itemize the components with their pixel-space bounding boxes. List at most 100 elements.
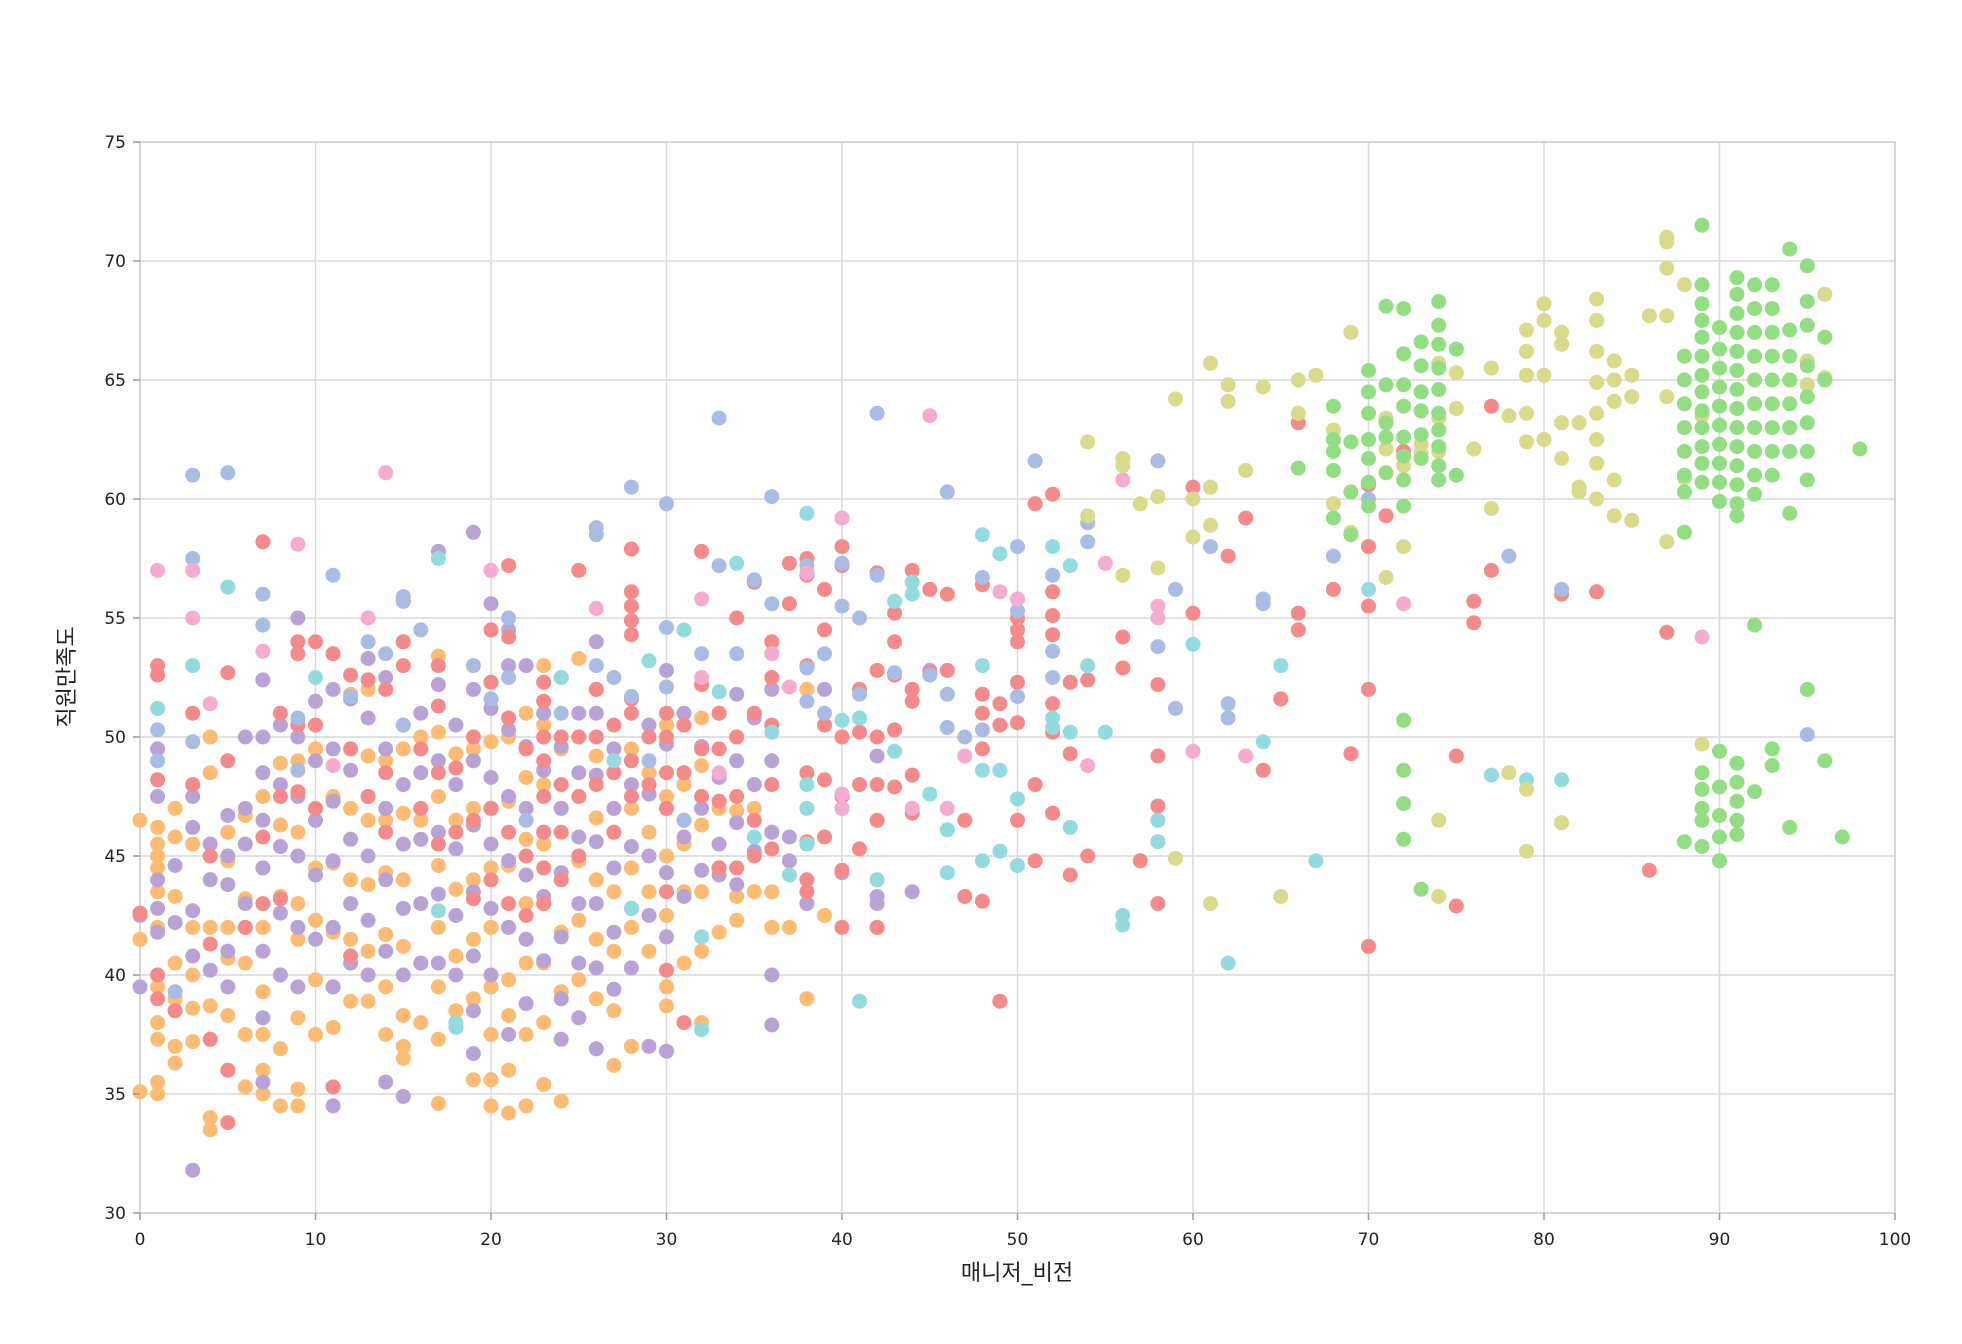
data-point: [1431, 317, 1447, 333]
data-point: [150, 979, 166, 995]
data-point: [834, 539, 850, 555]
data-point: [1343, 484, 1359, 500]
data-point: [659, 998, 674, 1014]
data-point: [378, 681, 394, 697]
data-point: [1010, 791, 1025, 807]
data-point: [1448, 365, 1464, 381]
data-point: [430, 979, 446, 995]
data-point: [413, 812, 429, 828]
data-point: [536, 717, 552, 733]
data-point: [1062, 674, 1078, 690]
data-point: [395, 872, 411, 888]
data-point: [501, 1062, 517, 1078]
data-point: [325, 853, 341, 869]
data-point: [764, 824, 780, 840]
data-point: [1676, 420, 1692, 436]
data-point: [220, 808, 236, 823]
data-point: [360, 848, 376, 864]
data-point: [1080, 534, 1096, 550]
data-point: [202, 729, 218, 745]
data-point: [676, 777, 692, 793]
data-point: [272, 1041, 288, 1057]
data-point: [448, 717, 464, 733]
data-point: [185, 948, 201, 964]
data-point: [553, 800, 569, 816]
data-point: [1378, 377, 1394, 393]
data-point: [483, 860, 499, 876]
data-point: [1062, 746, 1078, 762]
y-tick-label: 50: [104, 728, 126, 748]
data-point: [1782, 819, 1798, 835]
data-point: [992, 762, 1008, 778]
data-point: [1413, 881, 1429, 897]
data-point: [413, 831, 429, 847]
data-point: [290, 896, 306, 912]
data-point: [1361, 681, 1376, 697]
data-point: [1799, 389, 1815, 405]
data-point: [536, 705, 552, 721]
data-point: [1729, 363, 1745, 378]
data-point: [272, 891, 288, 907]
data-point: [694, 817, 710, 833]
data-point: [448, 812, 464, 828]
data-point: [413, 1015, 429, 1031]
data-point: [518, 800, 534, 816]
data-point: [659, 765, 674, 781]
data-point: [869, 405, 885, 421]
data-point: [1676, 443, 1692, 459]
data-point: [659, 789, 674, 804]
data-point: [483, 919, 499, 935]
data-point: [1729, 774, 1745, 790]
data-point: [939, 686, 955, 702]
data-point: [1220, 548, 1236, 564]
data-point: [1729, 343, 1745, 359]
point-group-salmon: [132, 398, 1675, 1131]
data-point: [1519, 434, 1534, 450]
data-point: [325, 681, 341, 697]
data-point: [834, 598, 850, 614]
data-point: [1694, 474, 1710, 490]
data-point: [202, 765, 218, 781]
data-point: [869, 777, 885, 793]
data-point: [974, 527, 990, 543]
data-point: [202, 872, 218, 888]
data-point: [1080, 508, 1096, 524]
data-point: [255, 1074, 271, 1090]
data-point: [536, 729, 552, 745]
data-point: [220, 1115, 236, 1131]
data-point: [483, 1098, 499, 1114]
data-point: [1799, 727, 1815, 743]
data-point: [308, 867, 323, 883]
data-point: [290, 729, 306, 745]
data-point: [606, 860, 622, 876]
data-point: [711, 924, 727, 940]
data-point: [1676, 372, 1692, 388]
data-point: [694, 741, 710, 757]
data-point: [1782, 505, 1798, 521]
data-point: [659, 496, 674, 512]
data-point: [378, 812, 394, 828]
data-point: [1396, 346, 1412, 362]
data-point: [1589, 584, 1605, 600]
data-point: [1150, 560, 1166, 576]
data-point: [1255, 734, 1271, 750]
data-point: [1483, 767, 1499, 783]
data-point: [290, 784, 306, 800]
data-point: [852, 841, 867, 857]
data-point: [1220, 955, 1236, 971]
data-point: [887, 779, 903, 795]
data-point: [1448, 748, 1464, 764]
data-point: [395, 658, 411, 674]
data-point: [781, 555, 797, 571]
data-point: [1361, 498, 1376, 514]
data-point: [430, 551, 446, 566]
data-point: [202, 1122, 218, 1138]
data-point: [501, 722, 517, 738]
data-point: [150, 1074, 166, 1090]
data-point: [465, 931, 481, 947]
data-point: [1712, 474, 1727, 490]
data-point: [781, 919, 797, 935]
data-point: [1027, 496, 1043, 512]
data-point: [395, 900, 411, 916]
data-point: [465, 1003, 481, 1019]
